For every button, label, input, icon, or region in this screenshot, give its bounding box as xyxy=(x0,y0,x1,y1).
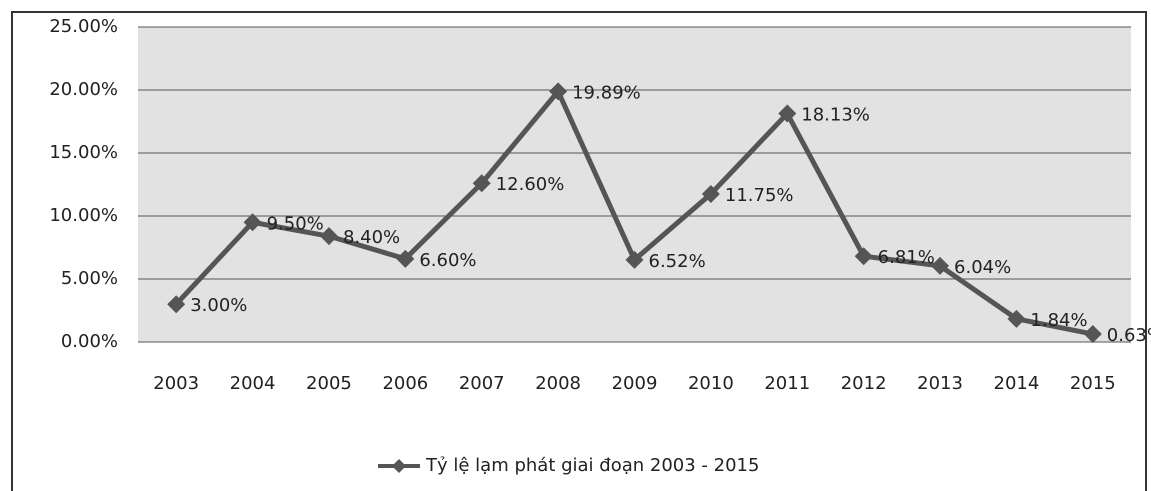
data-label: 6.81% xyxy=(878,247,935,268)
data-label: 3.00% xyxy=(190,295,247,316)
data-label: 12.60% xyxy=(496,174,565,195)
data-label: 6.04% xyxy=(954,257,1011,278)
data-label: 6.60% xyxy=(419,250,476,271)
point-marker xyxy=(549,82,568,101)
x-tick-label: 2009 xyxy=(612,373,658,394)
point-marker xyxy=(778,104,797,123)
legend-marker xyxy=(392,459,406,473)
x-tick-label: 2015 xyxy=(1070,373,1116,394)
point-marker xyxy=(167,295,186,314)
data-label: 8.40% xyxy=(343,227,400,248)
data-label: 18.13% xyxy=(801,105,870,126)
point-marker xyxy=(319,227,338,246)
x-tick-label: 2004 xyxy=(230,373,276,394)
y-tick-label: 20.00% xyxy=(49,79,118,100)
y-tick-label: 10.00% xyxy=(49,205,118,226)
x-tick-label: 2008 xyxy=(535,373,581,394)
data-label: 9.50% xyxy=(267,213,324,234)
y-tick-label: 5.00% xyxy=(61,268,118,289)
point-marker xyxy=(396,249,415,268)
data-label: 11.75% xyxy=(725,185,794,206)
point-marker xyxy=(1083,325,1102,344)
x-tick-label: 2014 xyxy=(994,373,1040,394)
point-marker xyxy=(1007,309,1026,328)
x-tick-label: 2005 xyxy=(306,373,352,394)
x-tick-label: 2013 xyxy=(917,373,963,394)
point-marker xyxy=(931,256,950,275)
data-label: 6.52% xyxy=(649,251,706,272)
x-tick-label: 2007 xyxy=(459,373,505,394)
legend-label: Tỷ lệ lạm phát giai đoạn 2003 - 2015 xyxy=(425,455,759,476)
x-tick-label: 2003 xyxy=(153,373,199,394)
y-tick-label: 15.00% xyxy=(49,142,118,163)
x-tick-label: 2012 xyxy=(841,373,887,394)
point-marker xyxy=(625,250,644,269)
plot-area xyxy=(138,27,1131,342)
point-marker xyxy=(854,247,873,266)
y-tick-label: 0.00% xyxy=(61,331,118,352)
x-tick-label: 2006 xyxy=(382,373,428,394)
data-label: 1.84% xyxy=(1030,310,1087,331)
x-tick-label: 2010 xyxy=(688,373,734,394)
point-marker xyxy=(701,184,720,203)
x-tick-label: 2011 xyxy=(764,373,810,394)
y-tick-label: 25.00% xyxy=(49,16,118,37)
point-marker xyxy=(243,213,262,232)
point-marker xyxy=(472,174,491,193)
data-label: 19.89% xyxy=(572,82,641,103)
data-label: 0.63% xyxy=(1107,325,1151,346)
